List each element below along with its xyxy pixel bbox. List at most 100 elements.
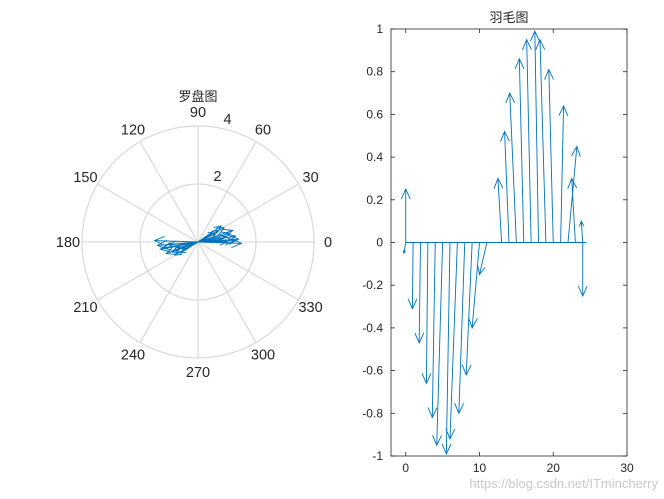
y-tick-label: 0.8 xyxy=(366,65,383,79)
feather-arrow xyxy=(458,242,466,414)
feather-arrow xyxy=(403,242,407,254)
x-tick-label: 30 xyxy=(620,461,634,475)
r-tick-label: 4 xyxy=(224,112,232,128)
feather-arrow xyxy=(436,242,444,446)
feather-arrowhead xyxy=(421,373,432,385)
compass-arrowhead xyxy=(213,225,223,233)
feather-arrowhead xyxy=(558,104,569,117)
theta-tick-label: 30 xyxy=(303,170,319,186)
y-tick-label: 0 xyxy=(376,236,383,250)
feather-arrow xyxy=(548,69,554,243)
r-tick-label: 2 xyxy=(213,169,221,185)
feather-arrow xyxy=(479,242,488,275)
feather-arrow xyxy=(411,242,414,309)
feather-arrowhead xyxy=(407,298,418,310)
compass-arrow xyxy=(173,241,199,252)
compass-arrowhead xyxy=(159,242,171,253)
theta-tick-label: 300 xyxy=(251,348,275,364)
feather-arrows xyxy=(400,30,588,455)
theta-tick-label: 90 xyxy=(190,105,206,121)
feather-arrowhead xyxy=(500,130,510,142)
y-tick-label: -0.2 xyxy=(362,278,383,292)
y-tick-label: 0.6 xyxy=(366,107,383,121)
feather-chart: 羽毛图 0 10 20 30-1-0.8-0.6-0.4-0.200.20.40.60… xyxy=(362,11,634,475)
y-tick-label: 0.4 xyxy=(366,150,383,164)
compass-arrow xyxy=(154,240,199,243)
feather-arrow xyxy=(425,242,429,384)
feather-arrowhead xyxy=(514,57,525,70)
feather-arrowhead xyxy=(432,435,442,447)
feather-arrowhead xyxy=(493,177,504,189)
feather-arrow xyxy=(509,93,517,243)
compass-arrow xyxy=(160,241,199,250)
theta-tick-label: 270 xyxy=(186,365,210,381)
feather-arrow xyxy=(497,178,503,243)
y-tick-label: -1 xyxy=(372,449,383,463)
feather-arrow xyxy=(526,39,532,243)
x-tick-label: 20 xyxy=(547,461,561,475)
compass-arrowhead xyxy=(182,245,188,250)
feather-arrow xyxy=(449,242,458,439)
feather-arrowhead xyxy=(461,364,472,376)
compass-arrowhead xyxy=(231,238,243,249)
feather-arrow xyxy=(518,58,525,243)
compass-arrowhead xyxy=(217,234,227,242)
compass-arrowhead xyxy=(176,243,184,250)
feather-arrow xyxy=(539,39,547,243)
theta-tick-label: 120 xyxy=(121,122,145,138)
theta-tick-label: 210 xyxy=(73,300,97,316)
y-tick-label: -0.8 xyxy=(362,406,383,420)
feather-arrowhead xyxy=(567,177,578,189)
y-tick-label: 1 xyxy=(376,22,383,36)
compass-title: 罗盘图 xyxy=(178,89,217,105)
compass-arrowhead xyxy=(214,237,223,244)
feather-ticks: 0 10 20 30 -1 -0.8 -0.6 -0.4 -0.2 0 0.2 0.4 0.6 0.8 1 xyxy=(362,22,634,475)
compass-chart: 罗盘图 0 30 60 90 120 150 180 210 240 270 300 330 2 4 xyxy=(56,89,332,381)
theta-tick-label: 150 xyxy=(73,170,97,186)
feather-arrowhead xyxy=(441,443,452,455)
feather-arrow xyxy=(504,131,510,243)
feather-arrowhead xyxy=(477,265,486,276)
compass-arrowhead xyxy=(204,237,208,241)
compass-arrowhead xyxy=(156,239,168,250)
feather-arrowhead xyxy=(522,38,532,50)
feather-arrowhead xyxy=(402,250,406,255)
compass-arrowhead xyxy=(202,239,205,242)
compass-arrowhead xyxy=(206,239,211,243)
compass-arrowhead xyxy=(207,231,214,237)
feather-arrow xyxy=(534,31,539,243)
watermark-text: https://blog.csdn.net/ITmincherry xyxy=(469,476,658,491)
feather-arrowhead xyxy=(530,30,540,42)
compass-arrow xyxy=(157,241,199,246)
feather-title: 羽毛图 xyxy=(489,11,528,26)
feather-arrow xyxy=(560,105,565,243)
compass-arrows xyxy=(153,225,243,256)
compass-arrowhead xyxy=(179,248,187,254)
feather-arrowhead xyxy=(400,188,411,200)
feather-arrowhead xyxy=(571,145,581,157)
theta-tick-label: 180 xyxy=(56,235,80,251)
compass-labels: 0 30 60 90 120 150 180 210 240 270 300 330 2 4 xyxy=(56,105,332,381)
y-tick-label: -0.4 xyxy=(362,321,383,335)
feather-arrow xyxy=(580,221,584,243)
compass-arrowhead xyxy=(165,246,176,255)
y-tick-label: 0.2 xyxy=(366,193,383,207)
feather-arrowhead xyxy=(505,91,516,104)
feather-arrowhead xyxy=(544,68,554,80)
compass-arrowhead xyxy=(172,245,181,252)
x-tick-label: 0 xyxy=(402,461,409,475)
y-tick-label: -0.6 xyxy=(362,364,383,378)
theta-tick-label: 60 xyxy=(255,122,271,138)
x-tick-label: 10 xyxy=(473,461,487,475)
feather-arrowhead xyxy=(414,332,425,344)
feather-arrow xyxy=(431,242,436,418)
feather-arrow xyxy=(471,242,480,328)
theta-tick-label: 240 xyxy=(121,348,145,364)
feather-arrow xyxy=(571,178,576,243)
compass-arrowhead xyxy=(210,233,217,239)
compass-arrow xyxy=(197,241,242,244)
feather-arrow xyxy=(418,242,421,343)
feather-arrowhead xyxy=(535,38,546,50)
feather-arrow xyxy=(445,242,451,454)
